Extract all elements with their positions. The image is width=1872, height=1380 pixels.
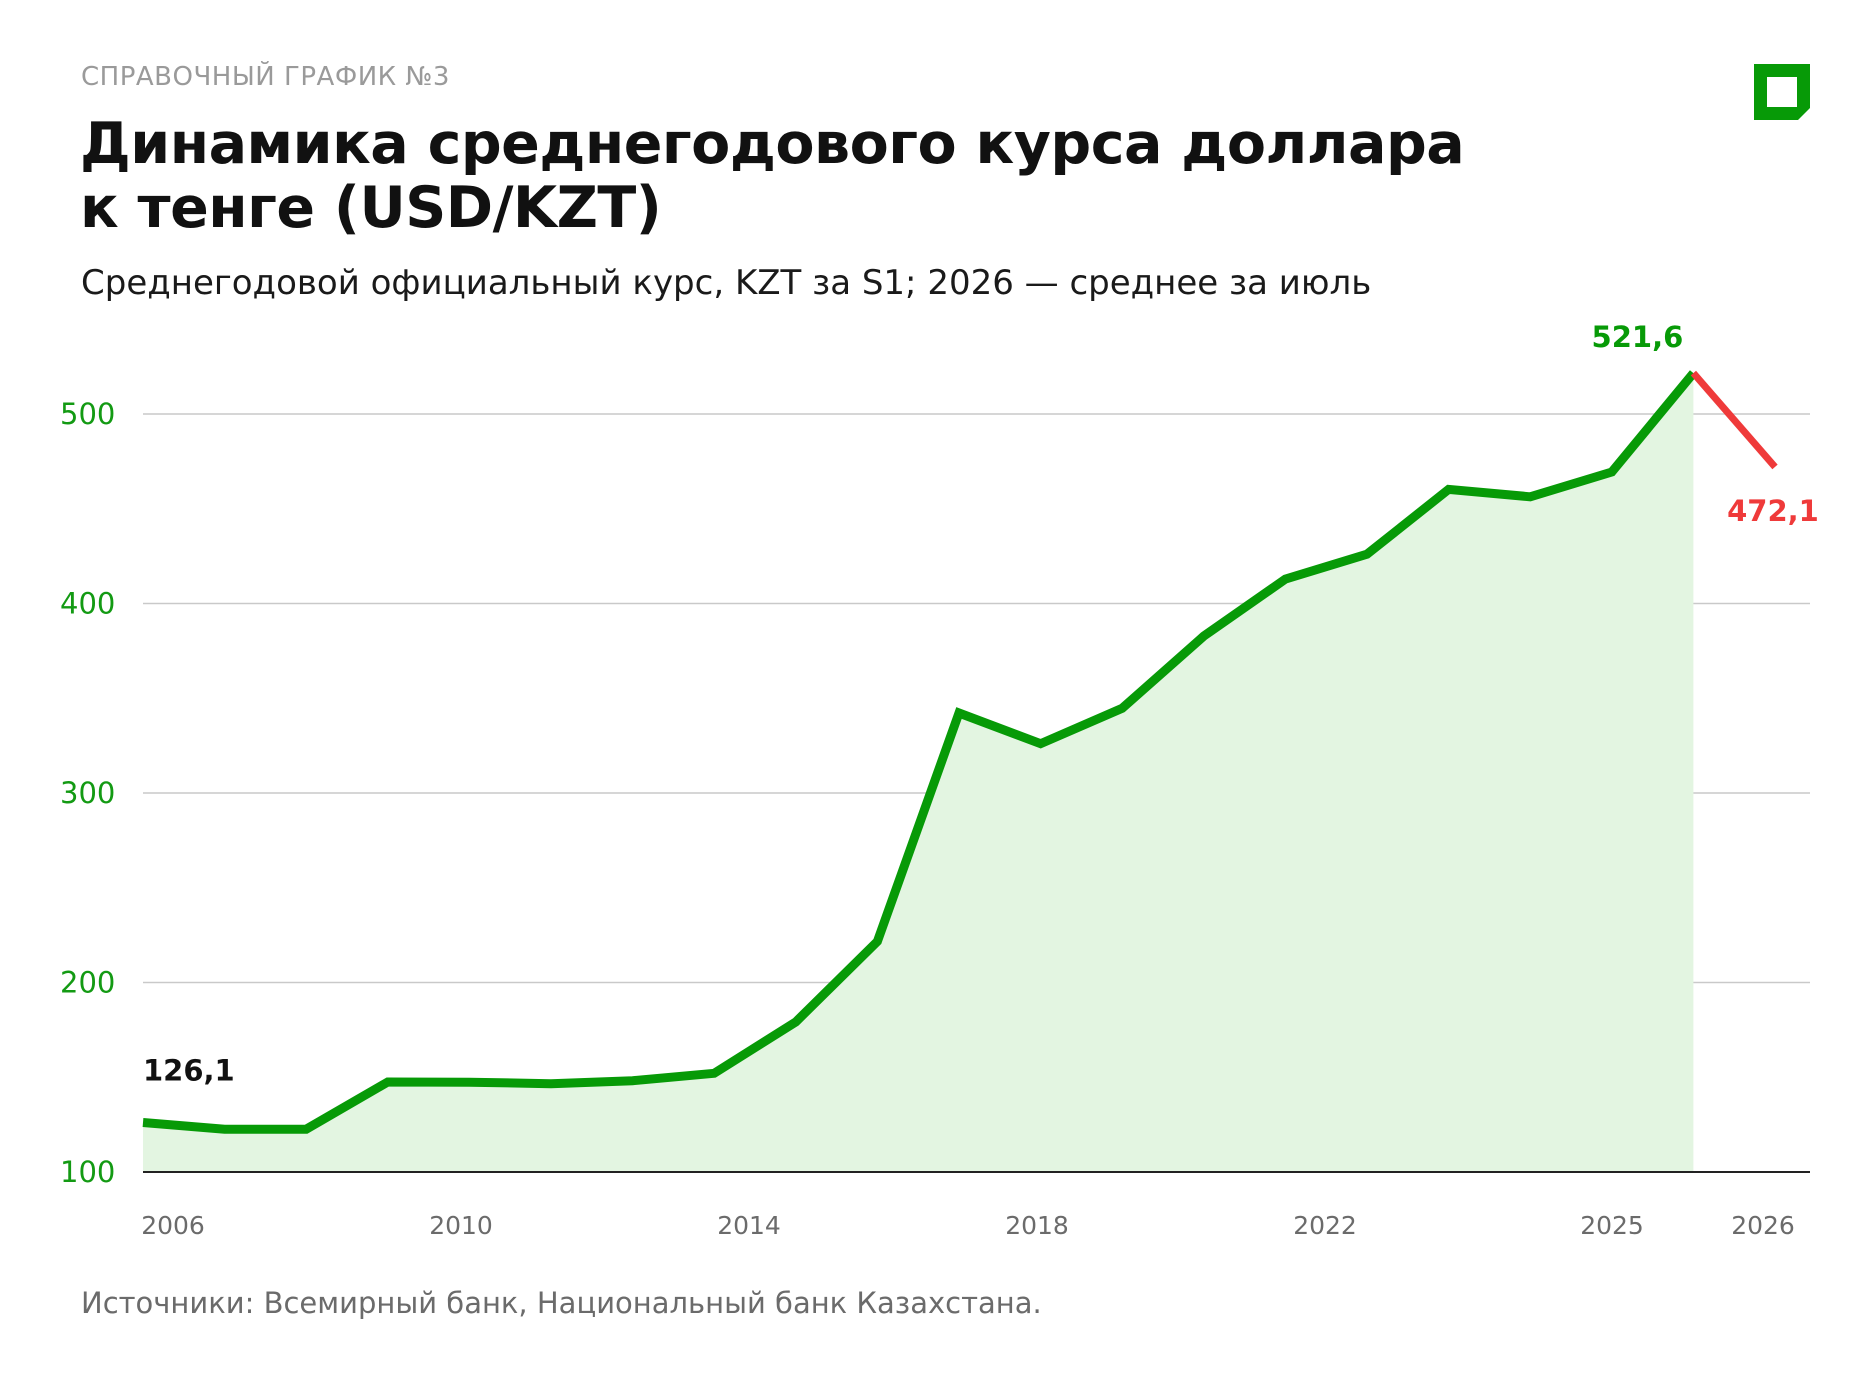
x-tick-label-2026: 2026 (1731, 1211, 1795, 1240)
y-tick-label-200: 200 (60, 966, 115, 1000)
y-tick-label-300: 300 (60, 776, 115, 810)
series-area (143, 373, 1694, 1173)
x-tick-label-2010: 2010 (429, 1211, 493, 1240)
chart-title-line-2: к тенге (USD/KZT) (80, 175, 662, 241)
y-tick-label-400: 400 (60, 587, 115, 621)
chart-title: Динамика среднегодового курса доллара к … (80, 112, 1580, 240)
chart-source-note: Источники: Всемирный банк, Национальный … (81, 1286, 1042, 1320)
data-label-1: 521,6 (1592, 320, 1684, 354)
data-label-0: 126,1 (143, 1054, 235, 1088)
y-tick-label-100: 100 (60, 1155, 115, 1189)
x-tick-label-2022: 2022 (1293, 1211, 1357, 1240)
chart-kicker: СПРАВОЧНЫЙ ГРАФИК №3 (81, 62, 450, 92)
y-tick-label-500: 500 (60, 397, 115, 431)
x-tick-label-2018: 2018 (1005, 1211, 1069, 1240)
series-line-forecast (1690, 370, 1778, 470)
series-line-main (142, 370, 1697, 1134)
chart-subtitle: Среднегодовой официальный курс, KZT за S… (81, 263, 1372, 303)
chart-title-line-1: Динамика среднегодового курса доллара (80, 111, 1465, 177)
brand-logo-icon (1754, 64, 1810, 120)
x-tick-label-2006: 2006 (141, 1211, 205, 1240)
x-tick-label-2025: 2025 (1580, 1211, 1644, 1240)
data-label-2: 472,1 (1727, 494, 1819, 528)
x-tick-label-2014: 2014 (717, 1211, 781, 1240)
